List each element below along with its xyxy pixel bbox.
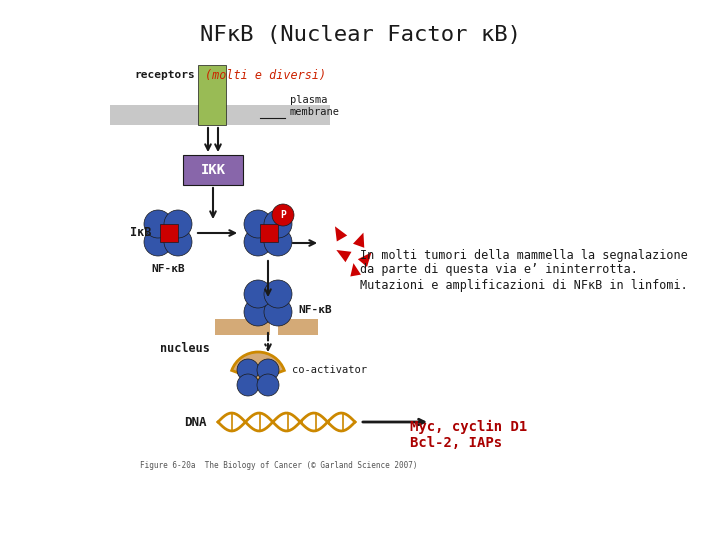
Bar — [278, 319, 318, 335]
Circle shape — [272, 204, 294, 226]
Circle shape — [244, 210, 272, 238]
Bar — [198, 65, 226, 125]
Circle shape — [264, 228, 292, 256]
Bar — [215, 319, 270, 335]
Circle shape — [237, 359, 259, 381]
Text: membrane: membrane — [290, 107, 340, 117]
Text: receptors: receptors — [134, 70, 195, 80]
Circle shape — [164, 210, 192, 238]
Circle shape — [144, 228, 172, 256]
Text: IκB: IκB — [130, 226, 151, 240]
Wedge shape — [232, 352, 284, 380]
Circle shape — [264, 298, 292, 326]
Circle shape — [244, 280, 272, 308]
Text: co-activator: co-activator — [292, 365, 367, 375]
Circle shape — [144, 210, 172, 238]
Text: DNA: DNA — [184, 415, 206, 429]
Polygon shape — [335, 226, 347, 241]
Text: NFκB (Nuclear Factor κB): NFκB (Nuclear Factor κB) — [199, 25, 521, 45]
Circle shape — [164, 228, 192, 256]
Text: P: P — [280, 210, 286, 220]
Bar — [160, 224, 178, 242]
Bar — [260, 224, 278, 242]
Circle shape — [237, 374, 259, 396]
Circle shape — [244, 228, 272, 256]
Text: (molti e diversi): (molti e diversi) — [205, 69, 326, 82]
Text: plasma: plasma — [290, 95, 328, 105]
Text: NF-κB: NF-κB — [298, 305, 332, 315]
Circle shape — [257, 359, 279, 381]
Circle shape — [264, 280, 292, 308]
Bar — [183, 155, 243, 185]
Text: Figure 6-20a  The Biology of Cancer (© Garland Science 2007): Figure 6-20a The Biology of Cancer (© Ga… — [140, 461, 418, 469]
Polygon shape — [336, 250, 351, 262]
Text: nucleus: nucleus — [160, 342, 210, 355]
Circle shape — [264, 210, 292, 238]
Polygon shape — [353, 233, 364, 248]
Text: Myc, cyclin D1
Bcl-2, IAPs: Myc, cyclin D1 Bcl-2, IAPs — [410, 420, 528, 450]
Circle shape — [257, 374, 279, 396]
Bar — [110, 105, 330, 125]
Text: In molti tumori della mammella la segnalazione
da parte di questa via e’ ininter: In molti tumori della mammella la segnal… — [360, 248, 688, 292]
Circle shape — [244, 298, 272, 326]
Polygon shape — [351, 263, 361, 276]
Text: IKK: IKK — [200, 163, 225, 177]
Polygon shape — [358, 252, 372, 267]
Text: NF-κB: NF-κB — [151, 264, 185, 274]
